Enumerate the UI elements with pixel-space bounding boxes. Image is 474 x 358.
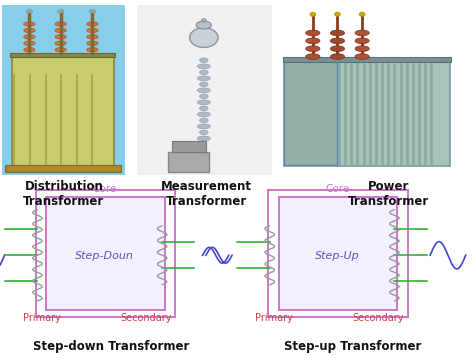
Ellipse shape [330,46,345,52]
Ellipse shape [196,21,211,29]
Text: Step-down Transformer: Step-down Transformer [33,340,190,353]
Bar [172,141,206,152]
Ellipse shape [200,106,208,111]
Ellipse shape [200,94,208,99]
Bar [284,61,337,165]
Ellipse shape [330,54,345,59]
Text: Primary: Primary [23,313,61,323]
Ellipse shape [330,38,345,44]
Ellipse shape [306,46,320,52]
Bar [36,190,175,317]
Ellipse shape [55,22,66,26]
Ellipse shape [87,48,98,52]
Ellipse shape [87,22,98,26]
Ellipse shape [87,28,98,33]
Ellipse shape [197,100,210,105]
Ellipse shape [55,41,66,45]
Text: Core: Core [325,184,350,194]
Bar [283,57,451,62]
Ellipse shape [355,46,369,52]
Ellipse shape [200,130,208,135]
Ellipse shape [200,118,208,123]
Text: Distribution
Transformer: Distribution Transformer [23,180,105,208]
Ellipse shape [24,48,35,52]
Ellipse shape [197,76,210,81]
Bar [5,165,121,172]
Bar [279,197,397,310]
Ellipse shape [197,88,210,93]
Ellipse shape [24,35,35,39]
Bar [284,59,450,166]
Bar [12,54,114,168]
Text: Core: Core [92,184,117,194]
Ellipse shape [197,112,210,117]
Ellipse shape [87,35,98,39]
Text: Secondary: Secondary [353,313,404,323]
Ellipse shape [55,48,66,52]
Ellipse shape [57,10,64,13]
Bar [268,190,408,317]
Ellipse shape [200,58,208,63]
Ellipse shape [87,41,98,45]
Ellipse shape [201,19,206,22]
Bar [137,5,272,175]
Text: Step-up Transformer: Step-up Transformer [284,340,422,353]
Ellipse shape [24,22,35,26]
Ellipse shape [355,30,369,36]
Ellipse shape [330,30,345,36]
Ellipse shape [55,28,66,33]
Text: Power
Transformer: Power Transformer [348,180,429,208]
Circle shape [359,12,365,16]
Ellipse shape [197,124,210,129]
Text: Secondary: Secondary [120,313,172,323]
Ellipse shape [355,38,369,44]
Bar [2,5,125,175]
Circle shape [335,12,340,16]
Ellipse shape [197,136,210,141]
Bar [273,5,472,175]
Text: Step-Up: Step-Up [315,251,360,261]
Ellipse shape [306,38,320,44]
Ellipse shape [200,82,208,87]
Ellipse shape [200,70,208,75]
Circle shape [310,12,316,16]
Bar [168,152,209,172]
Ellipse shape [24,41,35,45]
Ellipse shape [55,35,66,39]
Ellipse shape [306,54,320,59]
Ellipse shape [355,54,369,59]
Ellipse shape [190,28,218,47]
Text: Primary: Primary [255,313,293,323]
Ellipse shape [24,28,35,33]
Text: Step-Doun: Step-Doun [75,251,134,261]
Bar [46,197,165,310]
Text: Measurement
Transformer: Measurement Transformer [161,180,252,208]
Ellipse shape [26,10,33,13]
Ellipse shape [89,10,96,13]
Bar [10,53,115,57]
Ellipse shape [306,30,320,36]
Ellipse shape [197,64,210,69]
